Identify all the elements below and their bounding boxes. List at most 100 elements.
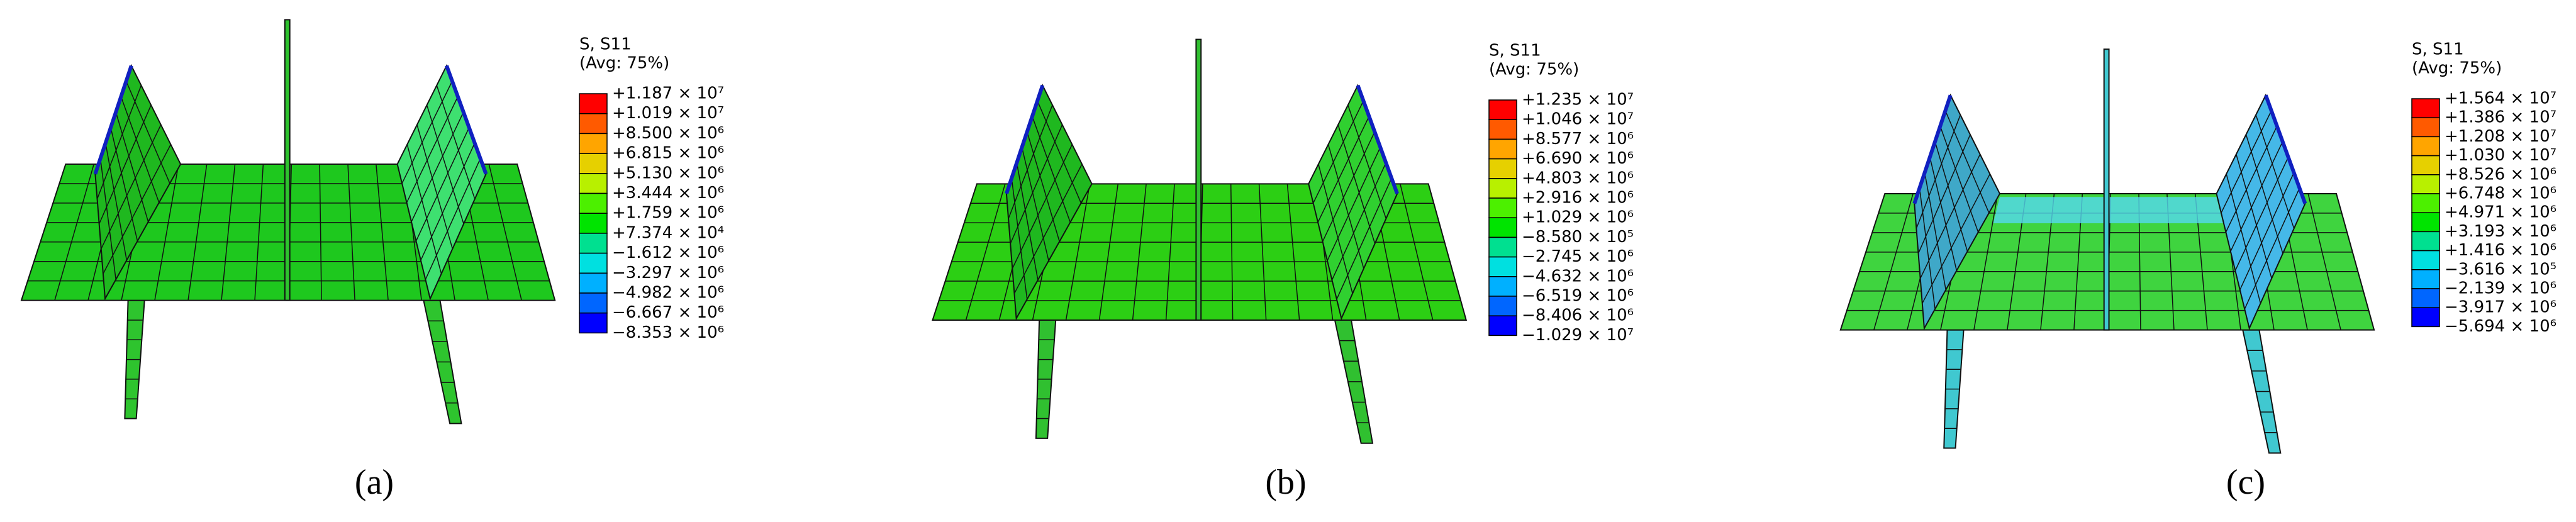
mesh-line [1332,163,1386,280]
legend-label: −6.519 × 10⁶ [1522,287,1634,306]
mesh-line [320,164,321,301]
mesh-line [402,81,452,184]
legend-swatch [579,133,608,154]
legend-swatch [579,173,608,194]
mesh-line [121,97,159,203]
legend-subtitle: (Avg: 75%) [2412,59,2502,78]
legend-swatch [579,312,608,334]
mesh-line [407,97,458,203]
legend-label: −6.667 × 10⁶ [612,303,724,322]
mesh-line [416,128,469,241]
legend-label: −8.406 × 10⁶ [1522,306,1634,325]
legend-title: S, S11 [2412,40,2464,59]
plate-edge [2266,95,2306,203]
mesh-line [421,143,475,260]
legend-label: +1.187 × 10⁷ [612,84,724,103]
legend-swatch [2411,288,2440,308]
legend-swatch [2411,155,2440,175]
mesh-line [2236,154,2272,278]
legend-swatch [2411,231,2440,252]
legend-label: −4.982 × 10⁶ [612,284,724,303]
legend-swatch [2411,98,2440,118]
legend-swatch [1488,217,1517,238]
legend-label: −2.745 × 10⁶ [1522,247,1634,266]
mesh-line [437,86,475,199]
mesh-line [1925,172,1946,289]
legend-swatch [1488,197,1517,218]
legend-label: +1.019 × 10⁷ [612,104,724,123]
mesh-line [1012,178,1027,299]
legend-label: +8.577 × 10⁶ [1522,130,1634,148]
mesh-line [101,125,161,248]
legend-label: +4.803 × 10⁶ [1522,169,1634,187]
mesh-line [1338,125,1374,243]
fea-model [1841,49,2374,453]
mesh-line [1022,147,1049,260]
mesh-line [2240,172,2294,289]
mesh-line [2231,142,2283,251]
plate-edge [95,65,131,174]
mesh-line [1922,174,1990,304]
legend-label: −3.616 × 10⁵ [2445,260,2556,279]
mesh-line [2256,115,2294,229]
mesh-line [417,125,452,248]
mesh-line [106,143,127,260]
legend-swatch [2411,117,2440,138]
mesh-line [2226,126,2277,233]
legend-label: +1.208 × 10⁷ [2445,127,2556,146]
plate-edge [447,65,486,174]
panel-caption: (a) [355,463,394,502]
legend-label: +7.374 × 10⁴ [612,223,724,242]
center-plate [2104,49,2109,330]
legend-label: +6.690 × 10⁶ [1522,149,1634,168]
mesh-line [1037,101,1081,203]
legend-label: −8.353 × 10⁶ [612,323,724,342]
mesh-line [1231,184,1233,320]
legend-label: −3.297 × 10⁶ [612,264,724,282]
mesh-line [348,164,355,301]
plate-edge [1006,86,1042,194]
mesh-line [1010,125,1062,243]
legend-label: +8.526 × 10⁶ [2445,165,2556,184]
legend-label: +8.500 × 10⁶ [612,124,724,143]
mesh-line [98,86,142,199]
mesh-line [1318,116,1369,223]
mesh-line [155,164,179,301]
legend-swatch [1488,138,1517,160]
mesh-line [99,105,151,224]
mesh-line [376,164,388,301]
legend-label: +2.916 × 10⁶ [1522,189,1634,208]
mesh-line [1935,142,1967,251]
legend-label: +1.030 × 10⁷ [2445,146,2556,165]
mesh-line [2244,188,2299,309]
legend-label: +1.759 × 10⁶ [612,204,724,223]
mesh-line [2246,135,2282,253]
legend-label: +1.386 × 10⁷ [2445,108,2556,127]
mesh-line [1012,145,1072,269]
mesh-line [55,164,94,301]
mesh-line [1323,132,1375,242]
mesh-line [425,158,480,279]
mesh-line [427,105,464,224]
mesh-line [1974,194,1998,330]
mesh-line [188,164,207,301]
legend-swatch [579,93,608,114]
legend-swatch [1488,99,1517,120]
mesh-line [1337,178,1391,299]
legend-label: −3.917 × 10⁶ [2445,298,2556,317]
legend-label: +6.815 × 10⁶ [612,144,724,163]
mesh-line [1014,164,1082,294]
legend-label: +1.046 × 10⁷ [1522,110,1634,129]
legend-label: +6.748 × 10⁶ [2445,184,2556,203]
legend-swatch [579,252,608,274]
mesh-line [1032,116,1070,223]
legend-label: −1.029 × 10⁷ [1522,326,1634,345]
mesh-line [1919,188,1935,309]
legend-label: +1.235 × 10⁷ [1522,91,1634,109]
legend-swatch [579,272,608,294]
mesh-line [1027,132,1059,242]
legend-swatch [1488,178,1517,199]
mesh-line [1313,101,1364,203]
legend-title: S, S11 [1489,42,1541,60]
